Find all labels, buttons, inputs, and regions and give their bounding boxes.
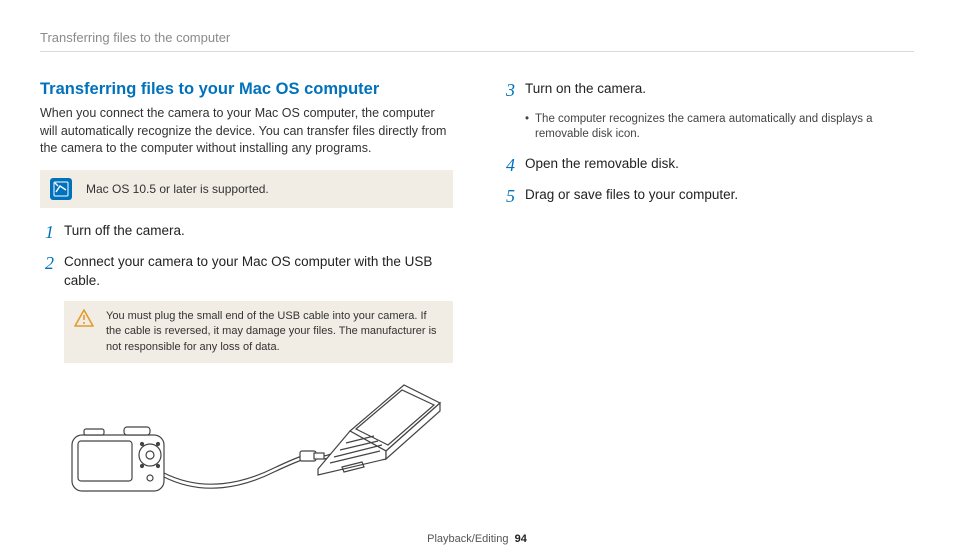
left-column: Transferring files to your Mac OS comput…	[40, 80, 453, 503]
step-number: 4	[501, 155, 515, 177]
step-number: 2	[40, 253, 54, 275]
step-text: Open the removable disk.	[525, 155, 679, 174]
running-head: Transferring files to the computer	[40, 30, 914, 52]
warning-icon	[74, 309, 94, 327]
warning-text: You must plug the small end of the USB c…	[106, 309, 443, 355]
step-item: 2 Connect your camera to your Mac OS com…	[40, 253, 453, 291]
step-text: Connect your camera to your Mac OS compu…	[64, 253, 453, 291]
page-footer: Playback/Editing 94	[0, 533, 954, 545]
right-column: 3 Turn on the camera. • The computer rec…	[501, 80, 914, 503]
camera-laptop-diagram	[64, 373, 444, 503]
manual-page: Transferring files to the computer Trans…	[0, 0, 954, 557]
step-number: 3	[501, 80, 515, 102]
two-column-layout: Transferring files to your Mac OS comput…	[40, 80, 914, 503]
warning-box: You must plug the small end of the USB c…	[64, 301, 453, 363]
footer-section: Playback/Editing	[427, 533, 508, 545]
sub-bullet-text: The computer recognizes the camera autom…	[535, 112, 914, 143]
step-number: 5	[501, 186, 515, 208]
step-item: 5 Drag or save files to your computer.	[501, 186, 914, 208]
section-title: Transferring files to your Mac OS comput…	[40, 80, 453, 99]
note-text: Mac OS 10.5 or later is supported.	[86, 182, 269, 196]
step-text: Drag or save files to your computer.	[525, 186, 738, 205]
note-icon	[50, 178, 72, 200]
step-item: 1 Turn off the camera.	[40, 222, 453, 244]
intro-paragraph: When you connect the camera to your Mac …	[40, 105, 453, 158]
step-sub-bullet: • The computer recognizes the camera aut…	[525, 112, 914, 143]
note-box: Mac OS 10.5 or later is supported.	[40, 170, 453, 208]
step-text: Turn off the camera.	[64, 222, 185, 241]
step-number: 1	[40, 222, 54, 244]
step-item: 4 Open the removable disk.	[501, 155, 914, 177]
step-text: Turn on the camera.	[525, 80, 646, 99]
footer-page-number: 94	[515, 533, 527, 545]
step-item: 3 Turn on the camera.	[501, 80, 914, 102]
bullet-dot: •	[525, 112, 529, 143]
